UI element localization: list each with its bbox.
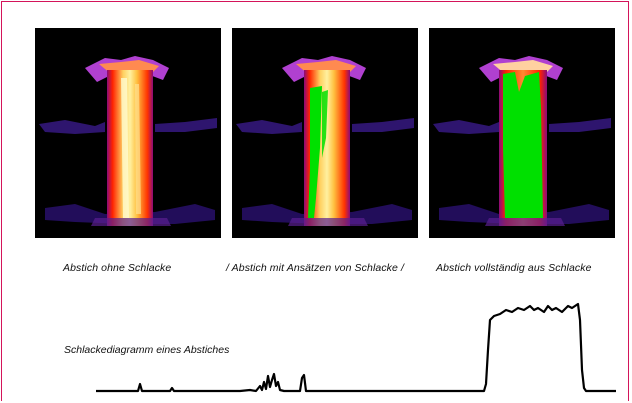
slag-diagram	[96, 302, 616, 393]
thermal-image-no-slag	[35, 28, 221, 238]
thermal-image-partial-slag	[232, 28, 418, 238]
caption-no-slag: Abstich ohne Schlacke	[63, 262, 172, 274]
caption-partial-slag: / Abstich mit Ansätzen von Schlacke /	[226, 262, 405, 274]
thermal-image-full-slag	[429, 28, 615, 238]
caption-full-slag: Abstich vollständig aus Schlacke	[436, 262, 592, 274]
slag-diagram-title: Schlackediagramm eines Abstiches	[64, 344, 230, 356]
slag-signal-line	[96, 302, 616, 393]
